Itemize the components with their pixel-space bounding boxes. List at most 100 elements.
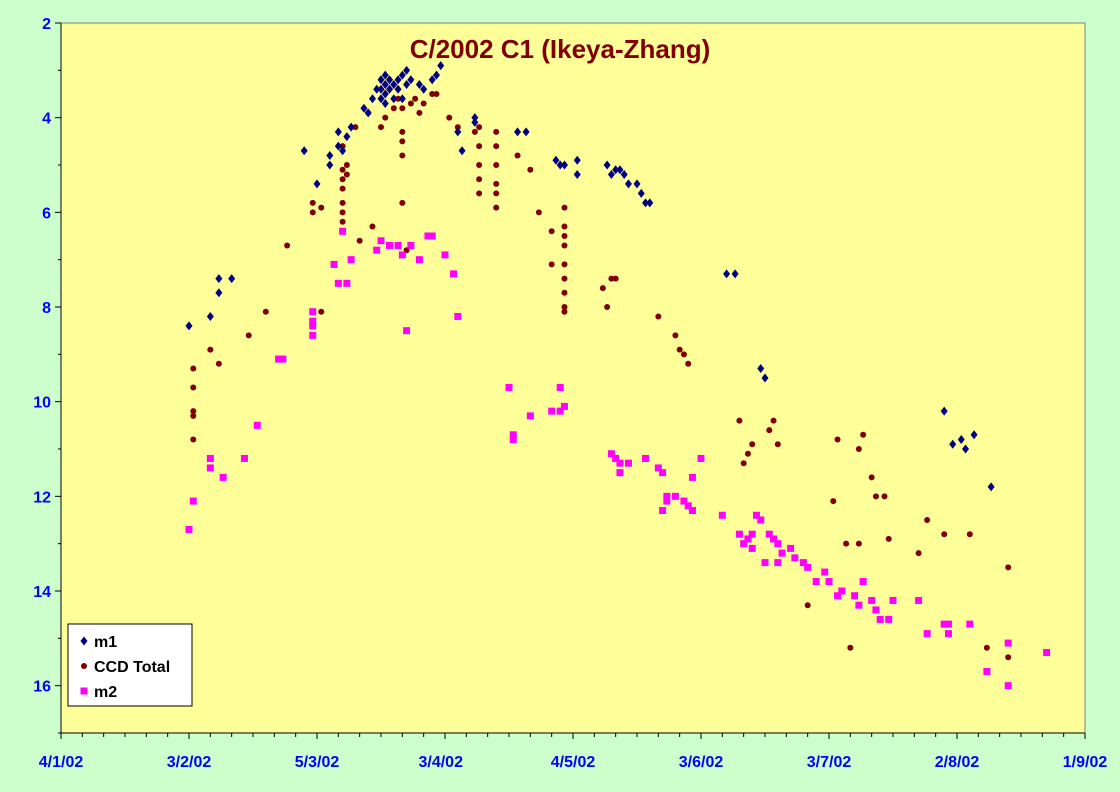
data-point-m2 [394, 241, 402, 249]
data-point-ccd-total [685, 360, 692, 367]
data-point-m2 [654, 464, 662, 472]
data-point-ccd-total [924, 517, 931, 523]
x-axis-tick-labels: 4/1/02 3/2/02 5/3/02 3/4/02 4/5/02 3/6/02 3/7/… [39, 754, 1108, 771]
series-layer [185, 61, 1051, 690]
data-point-ccd-total [309, 199, 316, 206]
x-tick-label: 3/2/02 [167, 754, 212, 771]
data-point-ccd-total [339, 199, 346, 206]
data-point-m2 [309, 331, 317, 339]
data-point-ccd-total [493, 128, 500, 135]
data-point-ccd-total [855, 540, 862, 547]
data-point-ccd-total [834, 436, 841, 443]
data-point-ccd-total [369, 223, 376, 230]
data-point-ccd-total [774, 441, 781, 448]
data-point-m2 [697, 454, 705, 462]
legend: m1 CCD Total m2 [67, 623, 193, 707]
y-axis-tick-labels: 2 4 6 8 10 12 14 16 [33, 16, 51, 696]
data-point-m1 [761, 373, 769, 383]
data-point-m2 [556, 383, 564, 391]
data-point-ccd-total [399, 199, 406, 206]
data-point-m1 [949, 439, 957, 449]
data-point-m2 [616, 469, 624, 477]
y-tick-label: 10 [33, 395, 51, 412]
data-point-ccd-total [872, 493, 879, 500]
x-tick-label: 5/3/02 [295, 754, 340, 771]
data-point-m2 [343, 279, 351, 287]
data-point-ccd-total [262, 308, 269, 315]
data-point-ccd-total [548, 261, 555, 268]
data-point-m2 [944, 620, 952, 628]
data-point-m1 [757, 364, 765, 374]
data-point-m2 [347, 256, 355, 264]
data-point-m2 [607, 450, 615, 458]
data-point-m2 [787, 544, 795, 552]
data-point-ccd-total [407, 100, 414, 107]
data-point-ccd-total [561, 308, 568, 315]
data-point-m2 [757, 516, 765, 524]
data-point-m2 [334, 279, 342, 287]
data-point-m1 [386, 75, 394, 85]
data-point-ccd-total [190, 412, 197, 419]
data-point-ccd-total [429, 91, 436, 97]
data-point-m2 [548, 407, 556, 415]
data-point-ccd-total [416, 109, 423, 116]
data-point-m1 [560, 160, 568, 170]
data-point-ccd-total [860, 431, 867, 438]
data-point-m2 [872, 606, 880, 614]
data-point-ccd-total [190, 408, 197, 415]
data-point-ccd-total [339, 218, 346, 225]
data-point-m1 [970, 430, 978, 440]
data-point-m2 [526, 412, 534, 420]
data-point-m1 [377, 94, 385, 104]
data-point-ccd-total [339, 176, 346, 183]
data-point-ccd-total [343, 162, 350, 168]
data-point-m1 [415, 80, 423, 90]
data-point-m2 [450, 270, 458, 278]
data-point-m1 [215, 288, 223, 298]
data-point-m2 [748, 530, 756, 538]
data-point-m2 [838, 587, 846, 595]
data-point-m2 [428, 232, 436, 240]
data-point-ccd-total [561, 233, 568, 239]
data-point-ccd-total [395, 95, 402, 102]
data-point-ccd-total [983, 644, 990, 651]
data-point-ccd-total [476, 176, 483, 183]
y-tick-label: 16 [33, 679, 51, 696]
data-point-ccd-total [561, 242, 568, 249]
data-point-ccd-total [476, 190, 483, 197]
data-point-ccd-total [493, 180, 500, 187]
data-point-m1 [573, 169, 581, 179]
series-m2 [185, 227, 1051, 690]
data-point-ccd-total [561, 204, 568, 211]
data-point-m1 [394, 75, 402, 85]
data-point-ccd-total [420, 100, 427, 107]
data-point-m2 [680, 497, 688, 505]
data-point-m1 [373, 84, 381, 94]
x-tick-label: 4/1/02 [39, 754, 84, 771]
data-point-m2 [206, 464, 214, 472]
data-point-m1 [962, 444, 970, 454]
data-point-m1 [394, 84, 402, 94]
data-point-ccd-total [749, 441, 756, 448]
data-point-m1 [731, 269, 739, 279]
data-point-ccd-total [1005, 564, 1012, 571]
data-point-ccd-total [339, 166, 346, 173]
data-point-m2 [240, 454, 248, 462]
data-point-m2 [876, 615, 884, 623]
data-point-m1 [437, 61, 445, 71]
data-point-m2 [206, 454, 214, 462]
data-point-m1 [326, 151, 334, 161]
data-point-m2 [386, 241, 394, 249]
data-point-ccd-total [736, 417, 743, 424]
data-point-ccd-total [847, 644, 854, 651]
data-point-ccd-total [608, 275, 615, 282]
data-point-m2 [851, 592, 859, 600]
data-point-ccd-total [190, 365, 197, 372]
data-point-m1 [403, 80, 411, 90]
data-point-m1 [552, 155, 560, 165]
data-point-ccd-total [804, 602, 811, 609]
data-point-m2 [509, 436, 517, 444]
data-point-ccd-total [548, 228, 555, 235]
data-point-ccd-total [561, 261, 568, 268]
data-point-m2 [219, 473, 227, 481]
